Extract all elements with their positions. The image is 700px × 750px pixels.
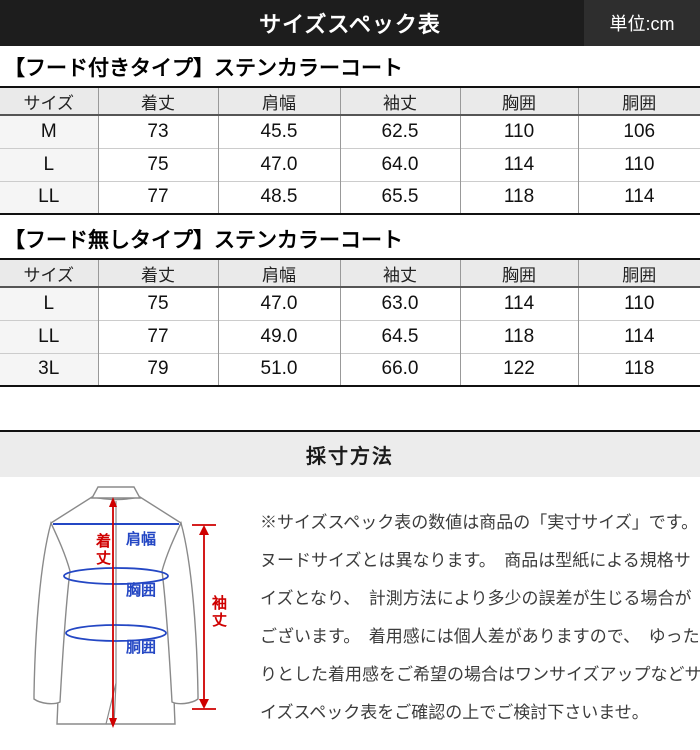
size-table-hooded: サイズ 着丈 肩幅 袖丈 胸囲 胴囲 M 73 45.5 62.5 110 10… <box>0 86 700 215</box>
value-cell: 114 <box>577 180 700 214</box>
value-cell: 64.0 <box>339 147 460 181</box>
jacket-measurement-diagram: 着丈 肩幅 胸囲 胴囲 袖丈 <box>26 483 238 733</box>
value-cell: 77 <box>97 180 218 214</box>
size-cell: LL <box>0 319 98 353</box>
col-header-waist: 胴囲 <box>577 87 700 116</box>
unit-label: 単位:cm <box>584 0 700 46</box>
size-cell: LL <box>0 180 98 214</box>
value-cell: 51.0 <box>217 352 340 386</box>
waist-girth-line <box>65 624 167 642</box>
table-header-row: サイズ 着丈 肩幅 袖丈 胸囲 胴囲 <box>0 259 700 288</box>
value-cell: 75 <box>97 287 218 320</box>
value-cell: 66.0 <box>339 352 460 386</box>
col-header-chest: 胸囲 <box>459 259 578 288</box>
value-cell: 62.5 <box>339 115 460 148</box>
table-row: L 75 47.0 63.0 114 110 <box>0 287 700 320</box>
note-line: イズとなり、 計測方法により多少の誤差が生じる場合が <box>260 589 692 608</box>
value-cell: 122 <box>459 352 578 386</box>
value-cell: 48.5 <box>217 180 340 214</box>
label-chest-girth: 胸囲 <box>126 582 157 599</box>
sleeve-length-arrow <box>192 524 216 710</box>
page-title: サイズスペック表 <box>259 12 441 37</box>
size-cell: L <box>0 287 98 320</box>
value-cell: 114 <box>459 287 578 320</box>
col-header-shoulder: 肩幅 <box>217 87 340 116</box>
label-sleeve-length: 袖丈 <box>210 595 227 629</box>
value-cell: 118 <box>577 352 700 386</box>
header-bar: サイズスペック表 単位:cm <box>0 0 700 46</box>
value-cell: 110 <box>577 147 700 181</box>
value-cell: 79 <box>97 352 218 386</box>
chest-girth-line <box>63 567 169 585</box>
col-header-length: 着丈 <box>97 87 218 116</box>
value-cell: 45.5 <box>217 115 340 148</box>
table-row: 3L 79 51.0 66.0 122 118 <box>0 352 700 386</box>
value-cell: 106 <box>577 115 700 148</box>
body-length-arrow <box>109 497 117 728</box>
value-cell: 110 <box>459 115 578 148</box>
value-cell: 110 <box>577 287 700 320</box>
note-line: イズスペック表をご確認の上でご検討下さいませ。 <box>260 703 649 722</box>
size-cell: L <box>0 147 98 181</box>
note-line: ございます。 着用感には個人差がありますので、 ゆった <box>260 627 700 646</box>
value-cell: 118 <box>459 180 578 214</box>
col-header-waist: 胴囲 <box>577 259 700 288</box>
table-row: L 75 47.0 64.0 114 110 <box>0 147 700 181</box>
measure-method-band: 採寸方法 <box>0 430 700 477</box>
value-cell: 47.0 <box>217 287 340 320</box>
value-cell: 64.5 <box>339 319 460 353</box>
table-row: LL 77 49.0 64.5 118 114 <box>0 319 700 353</box>
measure-method-title: 採寸方法 <box>306 446 394 468</box>
value-cell: 47.0 <box>217 147 340 181</box>
value-cell: 65.5 <box>339 180 460 214</box>
table-row: LL 77 48.5 65.5 118 114 <box>0 180 700 214</box>
size-cell: 3L <box>0 352 98 386</box>
note-line: ※サイズスペック表の数値は商品の「実寸サイズ」です。 <box>260 513 699 532</box>
col-header-sleeve: 袖丈 <box>339 87 460 116</box>
value-cell: 73 <box>97 115 218 148</box>
jacket-left-sleeve <box>33 520 71 705</box>
measurement-note: ※サイズスペック表の数値は商品の「実寸サイズ」です。 ヌードサイズとは異なります… <box>260 504 700 732</box>
col-header-size: サイズ <box>0 87 98 116</box>
col-header-length: 着丈 <box>97 259 218 288</box>
measure-method-body: 着丈 肩幅 胸囲 胴囲 袖丈 ※サイズスペック表の数値は商品の「実寸サイズ」です… <box>0 477 700 743</box>
col-header-sleeve: 袖丈 <box>339 259 460 288</box>
note-line: りとした着用感をご希望の場合はワンサイズアップなどサ <box>260 665 700 684</box>
label-body-length: 着丈 <box>94 533 111 567</box>
value-cell: 114 <box>577 319 700 353</box>
value-cell: 114 <box>459 147 578 181</box>
value-cell: 77 <box>97 319 218 353</box>
section-title-no-hood: 【フード無しタイプ】ステンカラーコート <box>4 229 403 252</box>
section-title-hooded: 【フード付きタイプ】ステンカラーコート <box>4 57 403 80</box>
col-header-chest: 胸囲 <box>459 87 578 116</box>
jacket-right-sleeve <box>161 520 199 705</box>
size-cell: M <box>0 115 98 148</box>
table-row: M 73 45.5 62.5 110 106 <box>0 115 700 148</box>
col-header-shoulder: 肩幅 <box>217 259 340 288</box>
size-table-no-hood: サイズ 着丈 肩幅 袖丈 胸囲 胴囲 L 75 47.0 63.0 114 11… <box>0 258 700 387</box>
value-cell: 63.0 <box>339 287 460 320</box>
jacket-collar <box>90 486 142 499</box>
label-waist-girth: 胴囲 <box>126 639 157 656</box>
jacket-center-seam <box>105 501 117 725</box>
label-shoulder-width: 肩幅 <box>126 531 157 548</box>
note-line: ヌードサイズとは異なります。 商品は型紙による規格サ <box>260 551 691 570</box>
value-cell: 49.0 <box>217 319 340 353</box>
value-cell: 75 <box>97 147 218 181</box>
value-cell: 118 <box>459 319 578 353</box>
col-header-size: サイズ <box>0 259 98 288</box>
table-header-row: サイズ 着丈 肩幅 袖丈 胸囲 胴囲 <box>0 87 700 116</box>
jacket-back-illustration <box>33 486 216 728</box>
